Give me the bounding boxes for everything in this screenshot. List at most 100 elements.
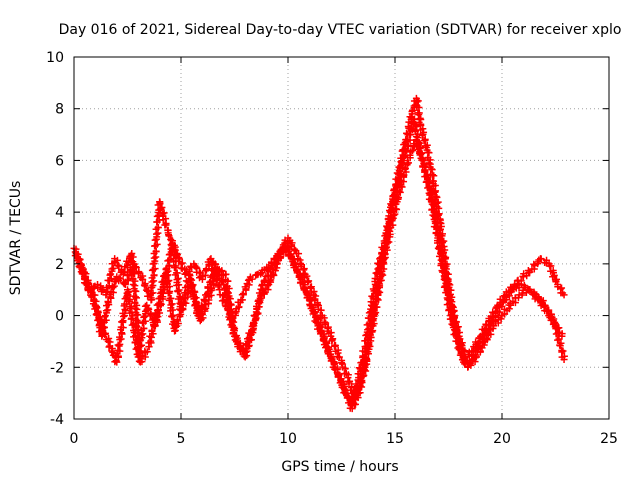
data-point [505,292,513,300]
data-point [498,299,506,307]
data-point [317,326,325,334]
data-point [445,300,453,308]
data-point [131,287,139,295]
data-point [425,149,433,157]
data-point [441,282,449,290]
data-point [173,317,181,325]
data-point [168,247,176,255]
data-point [263,282,271,290]
data-point [105,335,113,343]
data-point [153,301,161,309]
data-point [98,319,106,327]
data-point [108,347,116,355]
data-point [160,209,168,217]
data-point [84,278,92,286]
data-point [81,268,89,276]
data-point [176,311,184,319]
data-point [299,269,307,277]
data-point [445,306,453,314]
data-point [141,317,149,325]
data-point [128,314,136,322]
data-point [139,330,147,338]
data-point [350,399,358,407]
data-point [413,123,421,131]
data-point [559,289,567,297]
data-point [310,309,318,317]
data-point [204,299,212,307]
data-point [373,269,381,277]
data-point [223,288,231,296]
data-point [247,330,255,338]
data-point [145,305,153,313]
data-point [134,318,142,326]
data-point [406,113,414,121]
data-point [131,270,139,278]
data-point [318,323,326,331]
data-point [335,372,343,380]
data-point [140,281,148,289]
data-point [345,394,353,402]
data-point [104,306,112,314]
data-point [233,334,241,342]
data-point [254,310,262,318]
data-point [174,275,182,283]
data-point [167,241,175,249]
data-point [556,341,564,349]
data-point [156,300,164,308]
data-point [267,276,275,284]
data-point [157,205,165,213]
data-point [147,337,155,345]
data-point [242,286,250,294]
data-point [497,315,505,323]
data-point [112,357,120,365]
data-point [362,342,370,350]
data-point [154,306,162,314]
data-points [70,94,568,413]
data-point [114,353,122,361]
data-point [124,277,132,285]
series-track-c [72,115,568,407]
y-tick-label: 4 [55,205,64,221]
data-point [143,348,151,356]
data-point [98,287,106,295]
data-point [448,320,456,328]
data-point [133,294,141,302]
data-point [526,268,534,276]
data-point [260,288,268,296]
data-point [150,272,158,280]
data-point [525,286,533,294]
data-point [330,342,338,350]
data-point [331,359,339,367]
data-point [136,342,144,350]
x-tick-label: 25 [600,431,618,447]
data-point [255,300,263,308]
data-point [165,277,173,285]
data-point [193,307,201,315]
data-point [546,262,554,270]
data-point [288,241,296,249]
data-point [369,285,377,293]
data-point [107,294,115,302]
data-point [404,142,412,150]
data-point [124,290,132,298]
data-point [394,176,402,184]
data-point [345,379,353,387]
data-point [514,294,522,302]
plot-frame [73,56,610,420]
data-point [238,291,246,299]
data-point [427,194,435,202]
data-point [555,335,563,343]
data-point [257,270,265,278]
data-point [306,284,314,292]
data-point [480,334,488,342]
data-point [435,245,443,253]
data-point [407,130,415,138]
data-point [192,300,200,308]
data-point [317,306,325,314]
data-point [151,236,159,244]
data-point [536,297,544,305]
data-point [310,288,318,295]
data-point [388,204,396,212]
data-point [369,292,377,300]
